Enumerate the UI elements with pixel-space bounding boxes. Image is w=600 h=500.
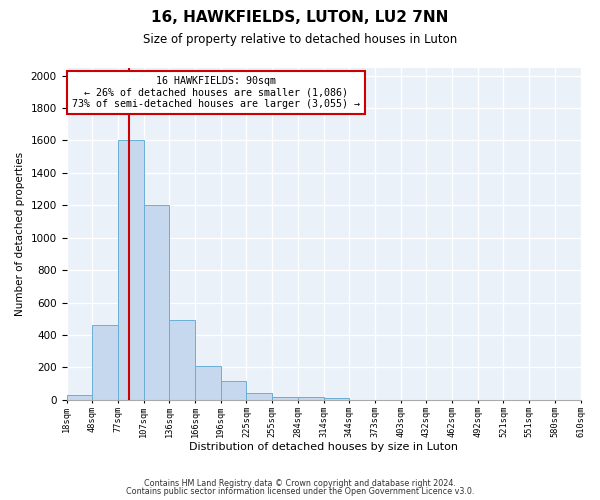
Bar: [169, 320, 195, 400]
Bar: [67, 395, 92, 400]
Bar: [143, 206, 169, 400]
Bar: [247, 394, 272, 400]
Bar: [298, 398, 323, 400]
Bar: [221, 381, 247, 400]
Bar: [92, 326, 118, 400]
Bar: [272, 396, 298, 400]
Bar: [323, 398, 349, 400]
Text: Contains HM Land Registry data © Crown copyright and database right 2024.: Contains HM Land Registry data © Crown c…: [144, 478, 456, 488]
Bar: [118, 140, 143, 400]
Text: 16 HAWKFIELDS: 90sqm
← 26% of detached houses are smaller (1,086)
73% of semi-de: 16 HAWKFIELDS: 90sqm ← 26% of detached h…: [71, 76, 359, 109]
Text: Size of property relative to detached houses in Luton: Size of property relative to detached ho…: [143, 32, 457, 46]
Text: Contains public sector information licensed under the Open Government Licence v3: Contains public sector information licen…: [126, 487, 474, 496]
X-axis label: Distribution of detached houses by size in Luton: Distribution of detached houses by size …: [189, 442, 458, 452]
Y-axis label: Number of detached properties: Number of detached properties: [15, 152, 25, 316]
Bar: [195, 366, 221, 400]
Text: 16, HAWKFIELDS, LUTON, LU2 7NN: 16, HAWKFIELDS, LUTON, LU2 7NN: [151, 10, 449, 25]
